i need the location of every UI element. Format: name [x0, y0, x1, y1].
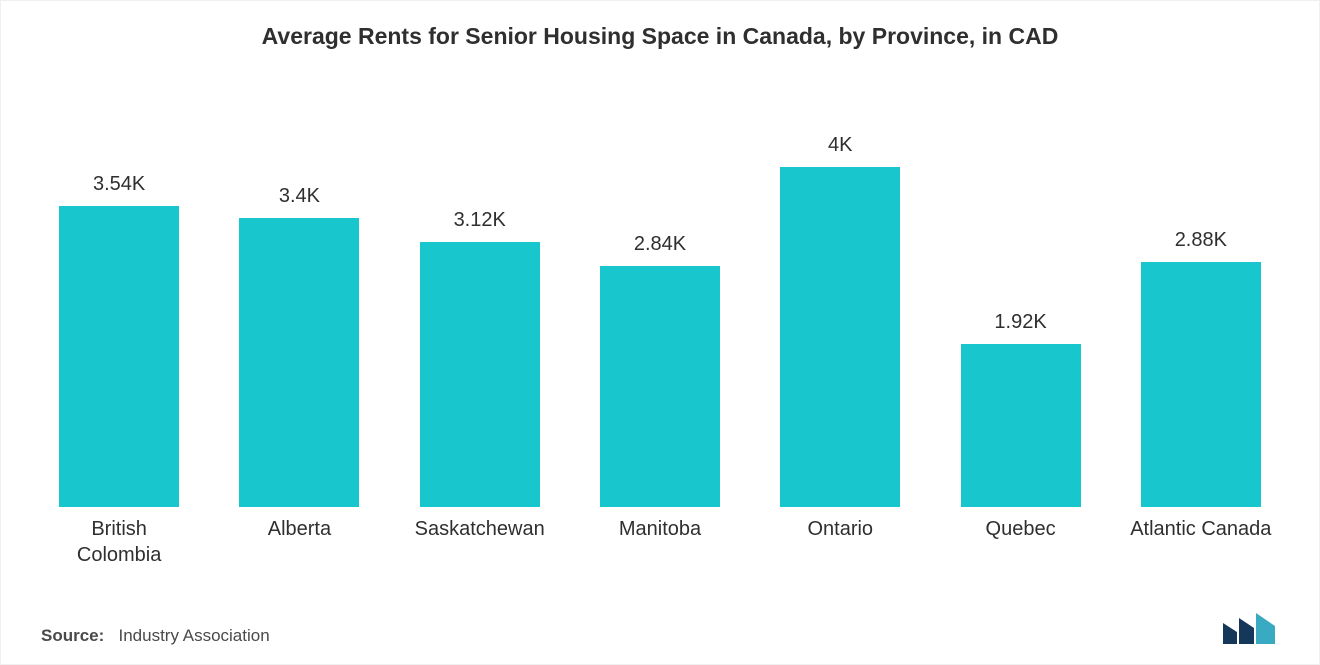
bar-value-label: 4K [828, 134, 852, 157]
bar-value-label: 2.88K [1175, 229, 1227, 252]
xaxis-category-label: Manitoba [588, 516, 732, 568]
bar [59, 206, 179, 507]
source-text: Industry Association [118, 626, 269, 645]
xaxis-category-label: Atlantic Canada [1129, 516, 1273, 568]
bar-group: 2.88K [1129, 98, 1273, 507]
bar [961, 344, 1081, 507]
chart-title: Average Rents for Senior Housing Space i… [37, 23, 1283, 50]
xaxis-category-label: Quebec [948, 516, 1092, 568]
bar-value-label: 2.84K [634, 233, 686, 256]
bar-group: 4K [768, 98, 912, 507]
bar-value-label: 3.54K [93, 173, 145, 196]
bar-value-label: 3.4K [279, 185, 320, 208]
chart-xaxis: British Colombia Alberta Saskatchewan Manit… [37, 508, 1283, 568]
xaxis-category-label: Ontario [768, 516, 912, 568]
bar [420, 242, 540, 507]
chart-plot-area: 3.54K 3.4K 3.12K 2.84K 4K 1.92K 2.88K [37, 98, 1283, 508]
bar-group: 3.54K [47, 98, 191, 507]
bar-group: 3.12K [408, 98, 552, 507]
bar [1141, 262, 1261, 507]
brand-logo-icon [1221, 612, 1279, 646]
bar-value-label: 1.92K [994, 311, 1046, 334]
bar [600, 266, 720, 507]
bar-group: 2.84K [588, 98, 732, 507]
bar-value-label: 3.12K [454, 209, 506, 232]
xaxis-category-label: British Colombia [47, 516, 191, 568]
source-label: Source: [41, 626, 104, 645]
xaxis-category-label: Saskatchewan [408, 516, 552, 568]
bar-group: 1.92K [948, 98, 1092, 507]
chart-container: Average Rents for Senior Housing Space i… [0, 0, 1320, 665]
bar [239, 218, 359, 507]
bar-group: 3.4K [227, 98, 371, 507]
chart-footer: Source: Industry Association [37, 612, 1283, 646]
source-line: Source: Industry Association [41, 626, 270, 646]
xaxis-category-label: Alberta [227, 516, 371, 568]
bar [780, 167, 900, 507]
